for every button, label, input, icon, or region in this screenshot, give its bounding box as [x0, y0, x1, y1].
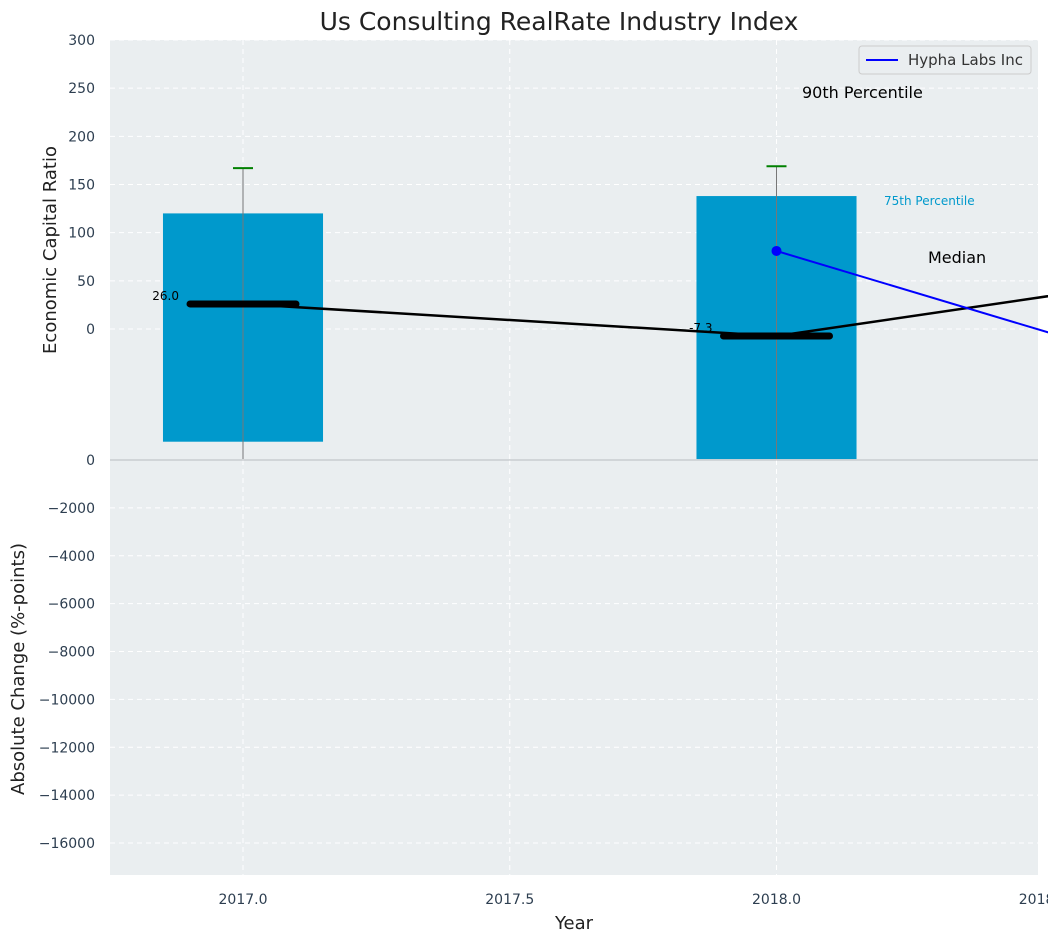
x-tick-labels: 2016.52017.02017.52018.02018.52019.02019… [0, 892, 1048, 908]
top-y-axis-label: Economic Capital Ratio [40, 146, 61, 354]
top-y-tick-150: 150 [68, 178, 95, 194]
legend-label-hypha-labs: Hypha Labs Inc [908, 51, 1023, 69]
legend-box [858, 45, 1032, 75]
bottom-y-tick-2: −4000 [48, 549, 95, 565]
annotation-90th-percentile: 90th Percentile [802, 83, 923, 102]
chart-title: Us Consulting RealRate Industry Index [320, 7, 799, 36]
x-tick-3: 2018.0 [752, 892, 801, 908]
median-markers: 26.0-7.374.0 [152, 289, 833, 340]
company-point-2018 [771, 245, 782, 256]
legend: Hypha Labs Inc [858, 45, 1032, 75]
bottom-y-tick-0: 0 [86, 453, 95, 469]
x-tick-2: 2017.5 [485, 892, 534, 908]
bottom-plot-area [110, 460, 1038, 875]
top-y-tick-100: 100 [68, 226, 95, 242]
bottom-gridlines [110, 459, 1044, 875]
annotation-median: Median [928, 248, 986, 267]
bottom-y-axis-label: Absolute Change (%-points) [8, 543, 29, 795]
whiskers [233, 165, 787, 460]
company-series [771, 245, 1048, 334]
bottom-y-tick-4: −8000 [48, 645, 95, 661]
x-axis-label: Year [554, 913, 594, 934]
bottom-y-tick-3: −6000 [48, 597, 95, 613]
x-tick-4: 2018.5 [1019, 892, 1048, 908]
median-value-label-2017: 26.0 [152, 289, 179, 303]
top-y-tick-200: 200 [68, 129, 95, 145]
top-y-tick-50: 50 [77, 274, 95, 290]
top-y-tick-250: 250 [68, 81, 95, 97]
bottom-y-tick-5: −10000 [39, 692, 95, 708]
x-tick-0: 2016.5 [0, 892, 1, 908]
bottom-y-tick-6: −12000 [39, 740, 95, 756]
annotation-75th-percentile: 75th Percentile [884, 194, 975, 208]
company-line-0 [776, 250, 1048, 334]
bottom-y-tick-labels: 0 −2000 −4000 −6000 −8000 −10000 −12000 −14000 −… [39, 453, 95, 852]
bottom-y-tick-1: −2000 [48, 501, 95, 517]
median-value-label-2018: -7.3 [689, 321, 712, 335]
bottom-y-tick-7: −14000 [39, 788, 95, 804]
top-y-tick-300: 300 [68, 33, 95, 49]
top-y-tick-labels: 300 250 200 150 100 50 0 [68, 33, 95, 338]
x-tick-1: 2017.0 [219, 892, 268, 908]
top-y-tick-0: 0 [86, 322, 95, 338]
bottom-y-tick-8: −16000 [39, 836, 95, 852]
